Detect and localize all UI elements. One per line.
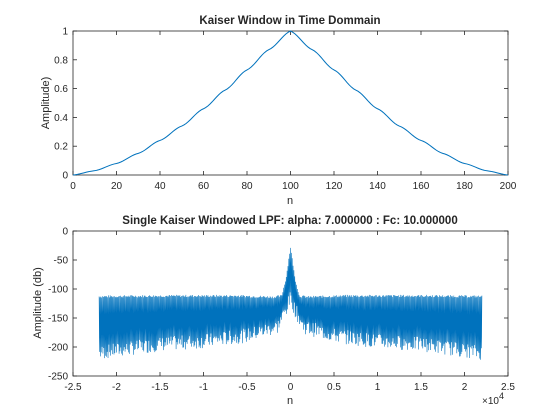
plot1-title: Kaiser Window in Time Dommain xyxy=(199,15,380,27)
plot1-ytick-label: -150 xyxy=(48,314,68,325)
lpf-response-plot: Single Kaiser Windowed LPF: alpha: 7.000… xyxy=(32,215,515,407)
plot1-xtick-label: -2.5 xyxy=(64,382,82,393)
plot1-xtick-label: -1 xyxy=(199,382,208,393)
kaiser-window-plot: Kaiser Window in Time Dommain 0 20 40 60 80 1… xyxy=(40,15,517,207)
plot2-x-exponent: ×104 xyxy=(482,391,504,407)
plot1-xtick-label: -0.5 xyxy=(238,382,256,393)
plot1-ytick-label: 0 xyxy=(62,227,68,238)
plot1-xtick-label: -1.5 xyxy=(151,382,169,393)
plot0-ytick-label: 0 xyxy=(62,171,68,182)
plot0-ytick-label: 0.8 xyxy=(54,55,68,66)
plot1-xtick-label: 0 xyxy=(288,382,294,393)
plot1-xtick-label: 2.5 xyxy=(501,382,515,393)
plot1-xtick-label: 0.5 xyxy=(327,382,341,393)
plot0-xtick-label: 200 xyxy=(500,181,517,192)
plot1-ytick-label: -100 xyxy=(48,285,68,296)
plot0-xtick-label: 40 xyxy=(154,181,166,192)
plot1-xlabel: n xyxy=(287,195,293,207)
plot0-xtick-label: 80 xyxy=(241,181,253,192)
plot0-ytick-label: 0.6 xyxy=(54,84,68,95)
plot0-xtick-label: 0 xyxy=(70,181,76,192)
plot1-ytick-label: -250 xyxy=(48,372,68,383)
plot0-xtick-label: 100 xyxy=(282,181,299,192)
plot1-axes-box xyxy=(72,30,509,176)
plot1-xtick-label: 1 xyxy=(375,382,381,393)
plot2-title: Single Kaiser Windowed LPF: alpha: 7.000… xyxy=(122,215,457,227)
plot0-xtick-label: 140 xyxy=(369,181,386,192)
plot0-xtick-label: 60 xyxy=(198,181,210,192)
plot0-ytick-label: 1 xyxy=(62,27,68,38)
plot1-xtick-label: 1.5 xyxy=(414,382,428,393)
plot2-ylabel: Amplitude (db) xyxy=(32,267,44,339)
plot1-xtick-label: -2 xyxy=(112,382,121,393)
plot0-xtick-label: 120 xyxy=(326,181,343,192)
plot0-xtick-label: 180 xyxy=(456,181,473,192)
plot1-ytick-label: -200 xyxy=(48,343,68,354)
plot0-xtick-label: 160 xyxy=(413,181,430,192)
plot1-ylabel: Amplitude) xyxy=(40,77,52,130)
plot1-ytick-label: -50 xyxy=(54,256,69,267)
plot0-xtick-label: 20 xyxy=(111,181,123,192)
plot2-xlabel: n xyxy=(287,395,293,407)
plot0-ytick-label: 0.2 xyxy=(54,142,68,153)
plot1-xtick-label: 2 xyxy=(462,382,468,393)
plot1-series-line xyxy=(72,30,509,176)
plot0-ytick-label: 0.4 xyxy=(54,113,68,124)
plot2-series-line xyxy=(98,247,483,360)
